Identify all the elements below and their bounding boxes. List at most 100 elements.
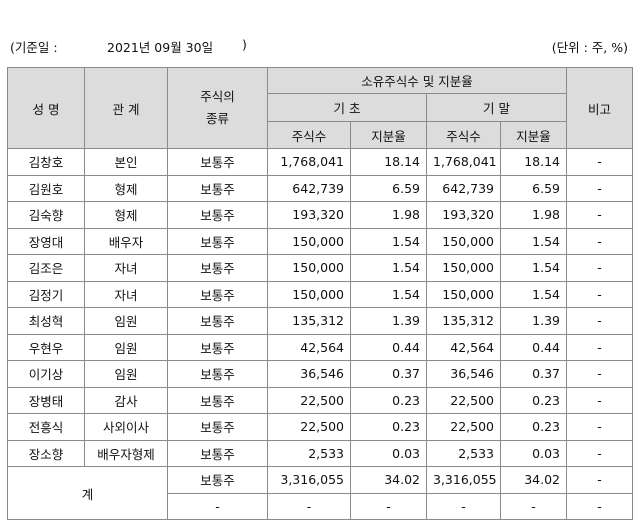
table-cell: 김조은 <box>7 254 85 282</box>
table-cell: 보통주 <box>167 466 268 494</box>
table-cell: - <box>566 254 634 282</box>
table-cell: 36,546 <box>267 360 351 388</box>
table-cell: 42,564 <box>267 333 351 361</box>
table-cell: 1.54 <box>499 280 568 308</box>
table-row: 최성혁 임원 보통주 135,312 1.39 135,312 1.39- <box>7 307 634 335</box>
table-cell: 135,312 <box>267 307 351 335</box>
table-cell: 0.03 <box>350 439 427 467</box>
header-cell: 관 계 <box>84 67 168 149</box>
table-cell: 배우자형제 <box>84 439 168 467</box>
table-cell: 1.54 <box>350 227 427 255</box>
table-row: 장병태 감사 보통주 22,500 0.23 22,500 0.23- <box>7 386 634 414</box>
table-cell: 1.98 <box>350 201 427 229</box>
header-cell: 성 명 <box>7 67 85 149</box>
table-cell: 2,533 <box>426 439 501 467</box>
table-cell: - <box>350 492 427 520</box>
header-cell: 지분율 <box>350 121 427 149</box>
table-cell: 0.37 <box>499 360 568 388</box>
table-cell: 장소향 <box>7 439 85 467</box>
table-cell: 18.14 <box>350 148 427 176</box>
table-cell: 자녀 <box>84 254 168 282</box>
table-cell: - <box>566 227 634 255</box>
table-cell: 22,500 <box>267 413 351 441</box>
table-cell: 22,500 <box>267 386 351 414</box>
table-cell: 150,000 <box>426 280 501 308</box>
table-cell: 보통주 <box>167 280 268 308</box>
table-row: ------ <box>8 492 634 520</box>
table-cell: 김창호 <box>7 148 85 176</box>
header-cell: 비고 <box>566 67 634 149</box>
table-cell: 0.23 <box>350 386 427 414</box>
table-cell: 6.59 <box>350 174 427 202</box>
table-cell: 0.23 <box>350 413 427 441</box>
table-cell: 보통주 <box>167 307 268 335</box>
table-cell: 보통주 <box>167 413 268 441</box>
header-cell: 주식의 종류 <box>167 67 268 149</box>
table-cell: 김숙향 <box>7 201 85 229</box>
table-cell: 김정기 <box>7 280 85 308</box>
table-cell: 150,000 <box>426 254 501 282</box>
table-cell: 1.54 <box>499 254 568 282</box>
table-cell: 계 <box>7 466 168 520</box>
table-cell: 김원호 <box>7 174 85 202</box>
table-cell: 보통주 <box>167 333 268 361</box>
table-cell: 1.54 <box>350 280 427 308</box>
header-cell: 주식수 <box>426 121 501 149</box>
table-cell: 이기상 <box>7 360 85 388</box>
table-cell: 42,564 <box>426 333 501 361</box>
table-cell: - <box>267 492 351 520</box>
table-cell: - <box>167 492 268 520</box>
table-cell: 0.44 <box>499 333 568 361</box>
table-cell: 형제 <box>84 174 168 202</box>
table-cell: 34.02 <box>350 466 427 494</box>
table-cell: - <box>566 492 634 520</box>
table-cell: - <box>566 466 634 494</box>
unit: (단위 : 주, %) <box>551 40 628 55</box>
table-cell: 1.98 <box>499 201 568 229</box>
table-cell: 임원 <box>84 307 168 335</box>
date-close: ) <box>242 37 247 52</box>
table-row: 장소향 배우자형제 보통주 2,533 0.03 2,533 0.03- <box>7 439 634 467</box>
table-row: 이기상 임원 보통주 36,546 0.37 36,546 0.37- <box>7 360 634 388</box>
table-cell: 0.03 <box>499 439 568 467</box>
table-cell: 보통주 <box>167 439 268 467</box>
header-cell: 기 말 <box>425 93 568 122</box>
table-row: 김창호 본인 보통주 1,768,041 18.14 1,768,041 18.14- <box>7 148 634 176</box>
table-cell: 장병태 <box>7 386 85 414</box>
table-cell: 보통주 <box>167 227 268 255</box>
table-cell: 2,533 <box>267 439 351 467</box>
table-cell: 150,000 <box>267 254 351 282</box>
table-cell: - <box>566 280 634 308</box>
table-row: 계 보통주 3,316,055 34.02 3,316,055 34.02- <box>7 466 634 520</box>
table-cell: 642,739 <box>426 174 501 202</box>
table-row: 전흥식 사외이사 보통주 22,500 0.23 22,500 0.23- <box>7 413 634 441</box>
table-cell: - <box>566 413 634 441</box>
header-cell: 지분율 <box>499 121 568 149</box>
holdings-table: 성 명 관 계 주식의 종류 소유주식수 및 지분율 비고 기 초 기 말 주식… <box>7 67 634 520</box>
header-cell: 주식수 <box>267 121 351 149</box>
table-cell: 193,320 <box>426 201 501 229</box>
table-body: 김창호 본인 보통주 1,768,041 18.14 1,768,041 18.14- 김원호… <box>7 148 634 520</box>
table-cell: - <box>566 148 634 176</box>
table-cell: - <box>499 492 568 520</box>
table-cell: 3,316,055 <box>426 466 501 494</box>
table-cell: 보통주 <box>167 360 268 388</box>
table-cell: 1.54 <box>350 254 427 282</box>
table-cell: 0.23 <box>499 386 568 414</box>
table-cell: 자녀 <box>84 280 168 308</box>
table-row: 김원호 형제 보통주 642,739 6.59 642,739 6.59- <box>7 174 634 202</box>
table-cell: 보통주 <box>167 201 268 229</box>
table-cell: 보통주 <box>167 148 268 176</box>
table-cell: 1,768,041 <box>267 148 351 176</box>
table-cell: 642,739 <box>267 174 351 202</box>
table-cell: 193,320 <box>267 201 351 229</box>
table-row: 김숙향 형제 보통주 193,320 1.98 193,320 1.98- <box>7 201 634 229</box>
table-cell: 150,000 <box>267 227 351 255</box>
table-cell: 우현우 <box>7 333 85 361</box>
table-cell: 22,500 <box>426 413 501 441</box>
table-cell: 0.23 <box>499 413 568 441</box>
table-cell: 22,500 <box>426 386 501 414</box>
table-cell: 150,000 <box>426 227 501 255</box>
table-cell: - <box>566 439 634 467</box>
